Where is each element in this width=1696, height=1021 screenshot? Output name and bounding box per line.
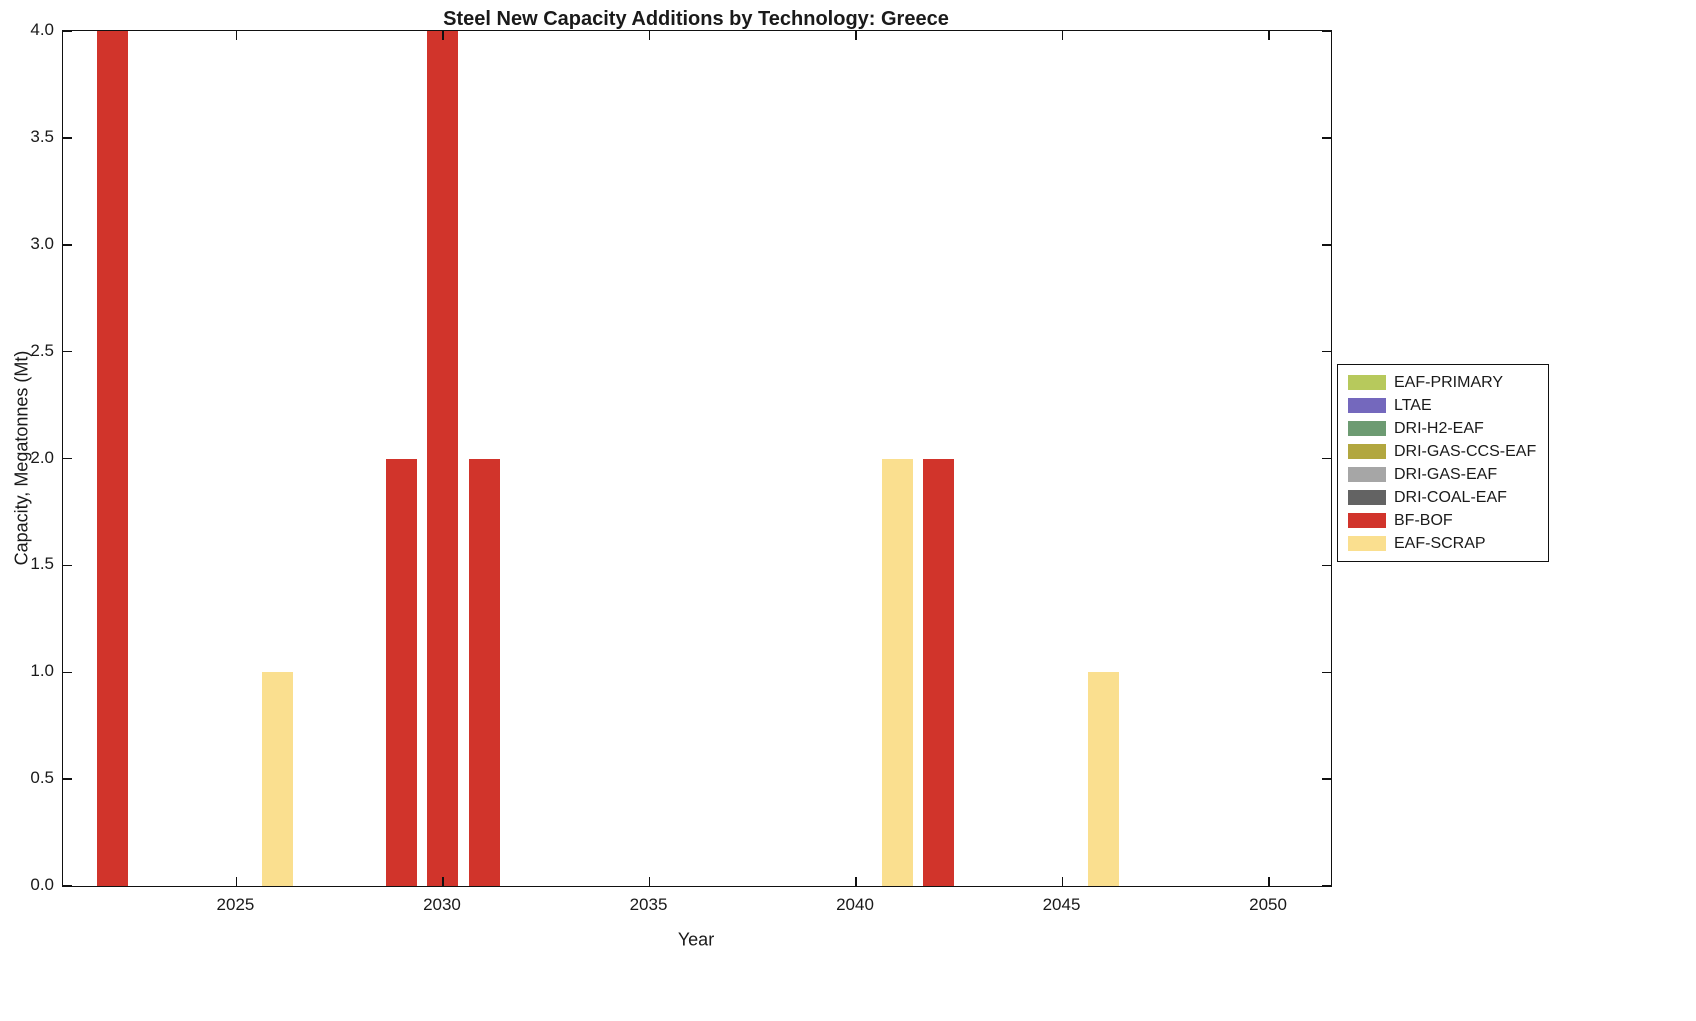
x-tick-mark (1061, 31, 1064, 40)
bar-eaf-scrap (262, 672, 294, 886)
legend-label: DRI-GAS-EAF (1394, 465, 1498, 483)
y-tick-label: 0.5 (30, 768, 54, 788)
bar-bf-bof (386, 458, 418, 886)
legend-swatch-icon (1348, 375, 1386, 390)
x-tick-mark (442, 31, 444, 40)
y-axis-label: Capacity, Megatonnes (Mt) (11, 350, 32, 566)
y-tick-mark (1322, 244, 1331, 246)
x-tick-mark (855, 877, 857, 886)
x-tick-mark (1061, 877, 1064, 886)
x-tick-mark (855, 31, 857, 40)
y-tick-mark (63, 885, 72, 887)
x-tick-label: 2050 (1249, 895, 1287, 914)
y-tick-mark (1322, 885, 1331, 887)
y-tick-label: 3.0 (30, 233, 54, 253)
y-tick-mark (1322, 30, 1331, 32)
legend-item-ltae: LTAE (1348, 396, 1536, 415)
legend-label: EAF-PRIMARY (1394, 373, 1504, 391)
legend-label: DRI-COAL-EAF (1394, 488, 1507, 506)
legend-item-bf-bof: BF-BOF (1348, 511, 1536, 530)
y-tick-mark (63, 671, 72, 673)
bar-bf-bof (468, 458, 500, 886)
legend-item-dri-h2-eaf: DRI-H2-EAF (1348, 419, 1536, 438)
x-tick-mark (1268, 31, 1270, 40)
y-tick-label: 3.5 (30, 126, 54, 146)
x-tick-mark (648, 31, 651, 40)
y-tick-mark (1322, 137, 1331, 139)
legend-swatch-icon (1348, 513, 1386, 528)
legend-item-dri-gas-eaf: DRI-GAS-EAF (1348, 465, 1536, 484)
legend: EAF-PRIMARY LTAE DRI-H2-EAF DRI-GAS-CCS-EAF… (1337, 364, 1550, 562)
y-tick-label: 1.0 (30, 661, 54, 681)
x-tick-mark (1268, 877, 1270, 886)
legend-label: EAF-SCRAP (1394, 534, 1486, 552)
y-tick-label: 4.0 (30, 20, 54, 39)
y-tick-mark (63, 244, 72, 246)
legend-item-dri-coal-eaf: DRI-COAL-EAF (1348, 488, 1536, 507)
legend-swatch-icon (1348, 536, 1386, 551)
chart-title: Steel New Capacity Additions by Technolo… (443, 8, 949, 30)
y-tick-mark (1322, 350, 1331, 353)
y-tick-mark (1322, 671, 1331, 673)
legend-label: DRI-GAS-CCS-EAF (1394, 442, 1537, 460)
legend-label: BF-BOF (1394, 511, 1453, 529)
x-tick-label: 2045 (1042, 895, 1081, 914)
x-tick-label: 2040 (836, 895, 874, 914)
legend-swatch-icon (1348, 444, 1386, 459)
plot-area (62, 30, 1332, 887)
bar-bf-bof (427, 31, 459, 886)
y-tick-label: 0.0 (30, 875, 54, 894)
legend-label: DRI-H2-EAF (1394, 419, 1484, 437)
bar-bf-bof (923, 458, 955, 886)
y-tick-mark (63, 778, 72, 780)
bar-eaf-scrap (1088, 672, 1120, 886)
legend-item-eaf-primary: EAF-PRIMARY (1348, 373, 1536, 392)
y-tick-mark (63, 350, 72, 353)
x-tick-mark (648, 877, 651, 886)
legend-swatch-icon (1348, 467, 1386, 482)
x-tick-label: 2035 (629, 895, 668, 914)
x-tick-label: 2025 (216, 895, 255, 914)
legend-label: LTAE (1394, 396, 1432, 414)
legend-swatch-icon (1348, 398, 1386, 413)
y-tick-label: 1.5 (30, 554, 54, 574)
y-tick-mark (63, 564, 72, 567)
y-tick-mark (1322, 457, 1331, 460)
y-tick-label: 2.5 (30, 340, 54, 360)
y-tick-mark (63, 137, 72, 139)
legend-swatch-icon (1348, 490, 1386, 505)
x-tick-mark (442, 877, 444, 886)
legend-item-dri-gas-ccs-eaf: DRI-GAS-CCS-EAF (1348, 442, 1536, 461)
x-tick-mark (235, 31, 238, 40)
x-tick-label: 2030 (423, 895, 461, 914)
y-tick-label: 2.0 (30, 447, 54, 467)
y-tick-mark (1322, 564, 1331, 567)
legend-item-eaf-scrap: EAF-SCRAP (1348, 534, 1536, 553)
legend-swatch-icon (1348, 421, 1386, 436)
x-tick-mark (235, 877, 238, 886)
bar-bf-bof (97, 31, 129, 886)
y-tick-mark (63, 457, 72, 460)
bar-eaf-scrap (881, 458, 913, 886)
y-tick-mark (1322, 778, 1331, 780)
y-tick-mark (63, 30, 72, 32)
x-axis-label: Year (677, 929, 715, 950)
